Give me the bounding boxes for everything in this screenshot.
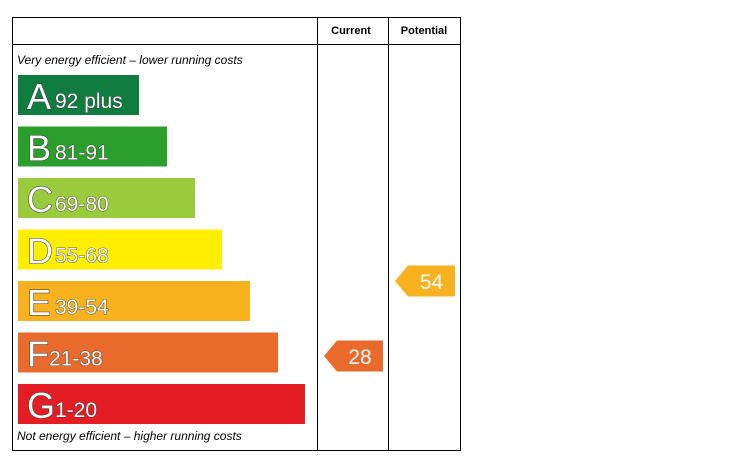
band-letter-c: C	[27, 179, 53, 220]
rating-band-f: F 21-38	[18, 332, 278, 375]
band-range-d: 55-68	[55, 245, 109, 268]
current-rating-indicator: 28	[324, 340, 383, 372]
band-range-c: 69-80	[55, 193, 109, 216]
potential-rating-indicator-value: 54	[420, 271, 444, 294]
current-rating-indicator-value: 28	[348, 346, 371, 369]
band-letter-g: G	[27, 385, 55, 426]
top-efficiency-note: Very energy efficient – lower running co…	[17, 53, 243, 67]
rating-band-d: D 55-68	[18, 229, 222, 272]
rating-band-bar	[18, 75, 139, 115]
rating-band-e: E 39-54	[18, 281, 250, 324]
rating-band-c: C 69-80	[18, 178, 195, 221]
band-letter-d: D	[27, 231, 53, 272]
band-range-b: 81-91	[55, 142, 109, 165]
band-range-g: 1-20	[55, 399, 97, 422]
rating-band-bar	[18, 384, 305, 424]
bottom-efficiency-note: Not energy efficient – higher running co…	[17, 429, 242, 443]
band-range-f: 21-38	[49, 348, 103, 371]
rating-band-a: A 92 plus	[18, 75, 139, 118]
rating-band-b: B 81-91	[18, 126, 167, 169]
chart-frame	[12, 17, 461, 451]
band-letter-a: A	[27, 76, 51, 117]
band-range-a: 92 plus	[55, 90, 123, 113]
rating-band-bar	[18, 178, 195, 218]
band-range-e: 39-54	[55, 296, 109, 319]
rating-band-bar	[18, 281, 250, 321]
rating-band-bar	[18, 126, 167, 167]
rating-band-bar	[18, 332, 278, 373]
rating-band-g: G 1-20	[18, 384, 305, 427]
potential-rating-indicator: 54	[395, 265, 455, 297]
band-letter-e: E	[27, 282, 51, 323]
potential-column-header: Potential	[401, 25, 447, 37]
potential-rating-indicator-arrow	[395, 265, 455, 297]
band-letter-b: B	[27, 128, 51, 169]
current-rating-indicator-arrow	[324, 340, 383, 372]
rating-indicators: 28 54	[324, 265, 455, 372]
rating-band-bar	[18, 229, 222, 270]
band-letter-f: F	[27, 334, 49, 375]
current-column-header: Current	[331, 25, 371, 37]
